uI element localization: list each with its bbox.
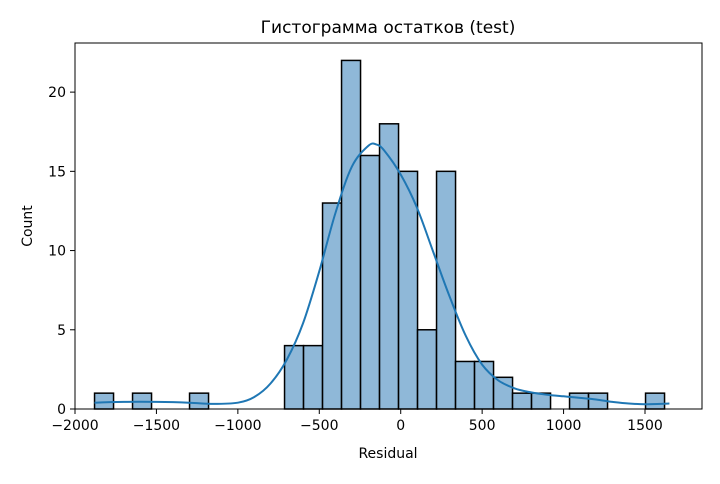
y-axis-ticks: 0 5 10 15 20 [48,85,75,418]
y-tick-label: 0 [57,402,66,418]
plot-area-frame [74,42,703,410]
histogram-bar [454,360,476,410]
x-tick-label: −500 [300,418,338,434]
x-axis-ticks: −2000 −1500 −1000 −500 0 500 1000 1500 [51,409,663,434]
histogram-bar [416,329,438,410]
histogram-bar [340,59,362,410]
x-tick-label: −1000 [214,418,261,434]
histogram-bar [435,170,457,410]
y-tick-label: 15 [48,164,66,180]
histogram-bar [568,392,590,410]
y-tick-label: 20 [48,85,66,101]
histogram-bar [359,154,381,410]
y-tick-label: 10 [48,244,66,260]
histogram-bar [302,344,324,410]
histogram-bar [283,344,305,410]
x-tick-label: 1500 [627,418,663,434]
x-tick-label: −2000 [51,418,98,434]
kde-line [94,142,670,406]
bars-group [93,59,666,410]
y-tick-label: 5 [57,323,66,339]
histogram-bar [511,392,533,410]
x-tick-label: 500 [469,418,496,434]
histogram-bar [188,392,210,410]
histogram-bar [397,170,419,410]
histogram-bar [644,392,666,410]
x-axis-label: Residual [358,446,417,462]
chart-title: Гистограмма остатков (test) [261,18,516,38]
x-tick-label: 1000 [546,418,582,434]
histogram-bar [93,392,115,410]
histogram-bar [492,376,514,410]
x-tick-label: −1500 [133,418,180,434]
histogram-bar [321,202,343,410]
y-axis-label: Count [20,205,36,247]
x-tick-label: 0 [396,418,405,434]
